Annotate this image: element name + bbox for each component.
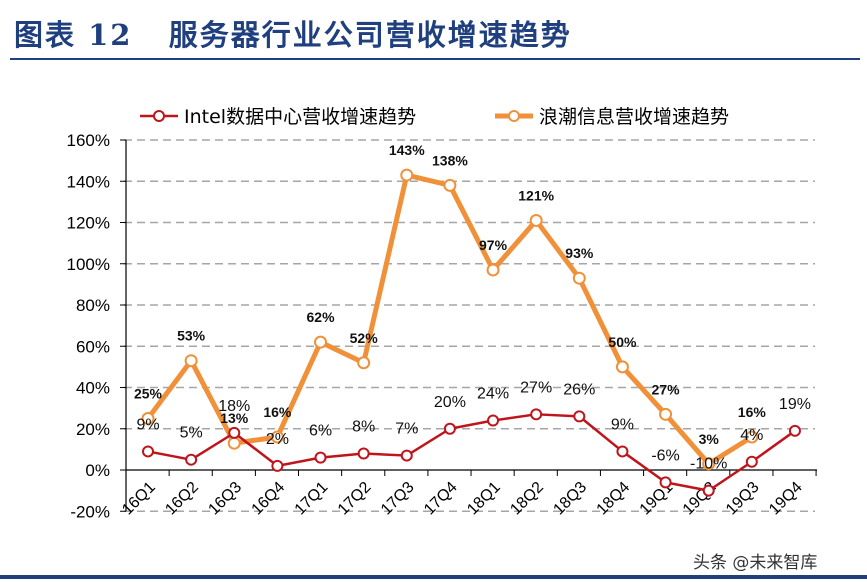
data-label: 6% xyxy=(309,423,332,440)
figure-title: 图表 12 服务器行业公司营收增速趋势 xyxy=(14,18,572,52)
data-label: 2% xyxy=(266,431,289,448)
data-point xyxy=(487,414,500,427)
data-label: 20% xyxy=(434,394,466,411)
y-tick-label: 100% xyxy=(67,255,110,274)
data-point xyxy=(270,430,284,444)
x-tick-label: 18Q1 xyxy=(464,479,504,519)
watermark: 头条 @未来智库 xyxy=(693,553,818,573)
y-tick-label: 40% xyxy=(76,379,110,398)
data-label: 16% xyxy=(738,404,767,420)
data-label: 8% xyxy=(352,419,375,436)
data-point xyxy=(400,168,414,182)
legend-marker xyxy=(153,110,165,122)
data-point xyxy=(142,445,154,458)
x-tick-label: 18Q4 xyxy=(594,479,634,519)
data-label: 50% xyxy=(608,334,637,350)
data-label: 19% xyxy=(779,396,811,413)
series-line-intel xyxy=(147,413,796,492)
data-point xyxy=(745,430,759,444)
data-point xyxy=(184,354,198,368)
data-point xyxy=(529,213,543,227)
y-tick-label: 20% xyxy=(76,420,110,439)
data-point xyxy=(788,424,801,437)
x-tick-label: 19Q2 xyxy=(680,479,720,519)
data-point xyxy=(745,455,758,468)
data-label: 97% xyxy=(479,237,508,253)
data-point xyxy=(271,459,284,472)
data-label: 18% xyxy=(218,398,250,415)
data-label: 52% xyxy=(350,330,379,346)
data-label: 27% xyxy=(520,379,552,396)
data-label: -6% xyxy=(651,447,679,464)
y-tick-label: 140% xyxy=(67,172,110,191)
data-point xyxy=(486,263,500,277)
y-tick-label: 80% xyxy=(76,296,110,315)
data-point xyxy=(314,451,327,464)
data-label: 138% xyxy=(432,152,468,168)
x-tick-label: 19Q3 xyxy=(723,479,763,519)
data-label: 25% xyxy=(134,385,163,401)
data-point xyxy=(616,445,629,458)
data-label: 121% xyxy=(518,187,554,203)
x-tick-label: 16Q3 xyxy=(205,479,245,519)
data-label: 16% xyxy=(263,404,292,420)
data-label: 9% xyxy=(611,416,634,433)
data-label: 7% xyxy=(395,421,418,438)
data-point xyxy=(530,408,543,421)
x-tick-label: 17Q1 xyxy=(292,479,332,519)
y-tick-label: -20% xyxy=(70,502,110,521)
x-tick-label: 18Q2 xyxy=(507,479,547,519)
data-label: 62% xyxy=(307,309,336,325)
data-point xyxy=(659,476,672,489)
data-point xyxy=(357,447,370,460)
legend-marker xyxy=(508,110,520,122)
data-label: -10% xyxy=(690,456,727,473)
x-tick-label: 16Q2 xyxy=(162,479,202,519)
data-point xyxy=(659,407,673,421)
data-point xyxy=(572,271,586,285)
x-tick-label: 19Q4 xyxy=(766,479,806,519)
y-tick-label: 160% xyxy=(67,131,110,150)
data-point xyxy=(357,356,371,370)
data-point xyxy=(615,360,629,374)
data-label: 27% xyxy=(652,381,681,397)
data-point xyxy=(702,484,715,497)
data-label: 4% xyxy=(740,427,763,444)
x-tick-label: 18Q3 xyxy=(550,479,590,519)
data-label: 143% xyxy=(389,142,425,158)
legend-label: Intel数据中心营收增速趋势 xyxy=(184,106,416,128)
data-point xyxy=(573,410,586,423)
x-tick-label: 17Q3 xyxy=(378,479,418,519)
data-label: 93% xyxy=(565,245,594,261)
data-label: 24% xyxy=(477,386,509,403)
data-label: 13% xyxy=(220,410,249,426)
x-tick-label: 17Q4 xyxy=(421,479,461,519)
data-point xyxy=(443,178,457,192)
data-point xyxy=(702,457,716,471)
x-tick-label: 16Q4 xyxy=(249,479,289,519)
x-tick-label: 16Q1 xyxy=(119,479,159,519)
data-label: 26% xyxy=(563,381,595,398)
data-label: 9% xyxy=(136,416,159,433)
data-label: 5% xyxy=(180,425,203,442)
data-label: 3% xyxy=(699,431,720,447)
data-point xyxy=(185,453,198,466)
y-tick-label: 0% xyxy=(85,461,110,480)
legend-label: 浪潮信息营收增速趋势 xyxy=(539,106,729,128)
data-point xyxy=(314,335,328,349)
x-tick-label: 17Q2 xyxy=(335,479,375,519)
data-point xyxy=(400,449,413,462)
data-point xyxy=(443,422,456,435)
title-divider xyxy=(10,58,860,60)
y-tick-label: 60% xyxy=(76,337,110,356)
data-point xyxy=(228,426,241,439)
data-point xyxy=(227,436,241,450)
data-point xyxy=(141,411,155,425)
y-tick-label: 120% xyxy=(67,214,110,233)
data-label: 53% xyxy=(177,328,206,344)
bottom-divider xyxy=(0,575,867,579)
